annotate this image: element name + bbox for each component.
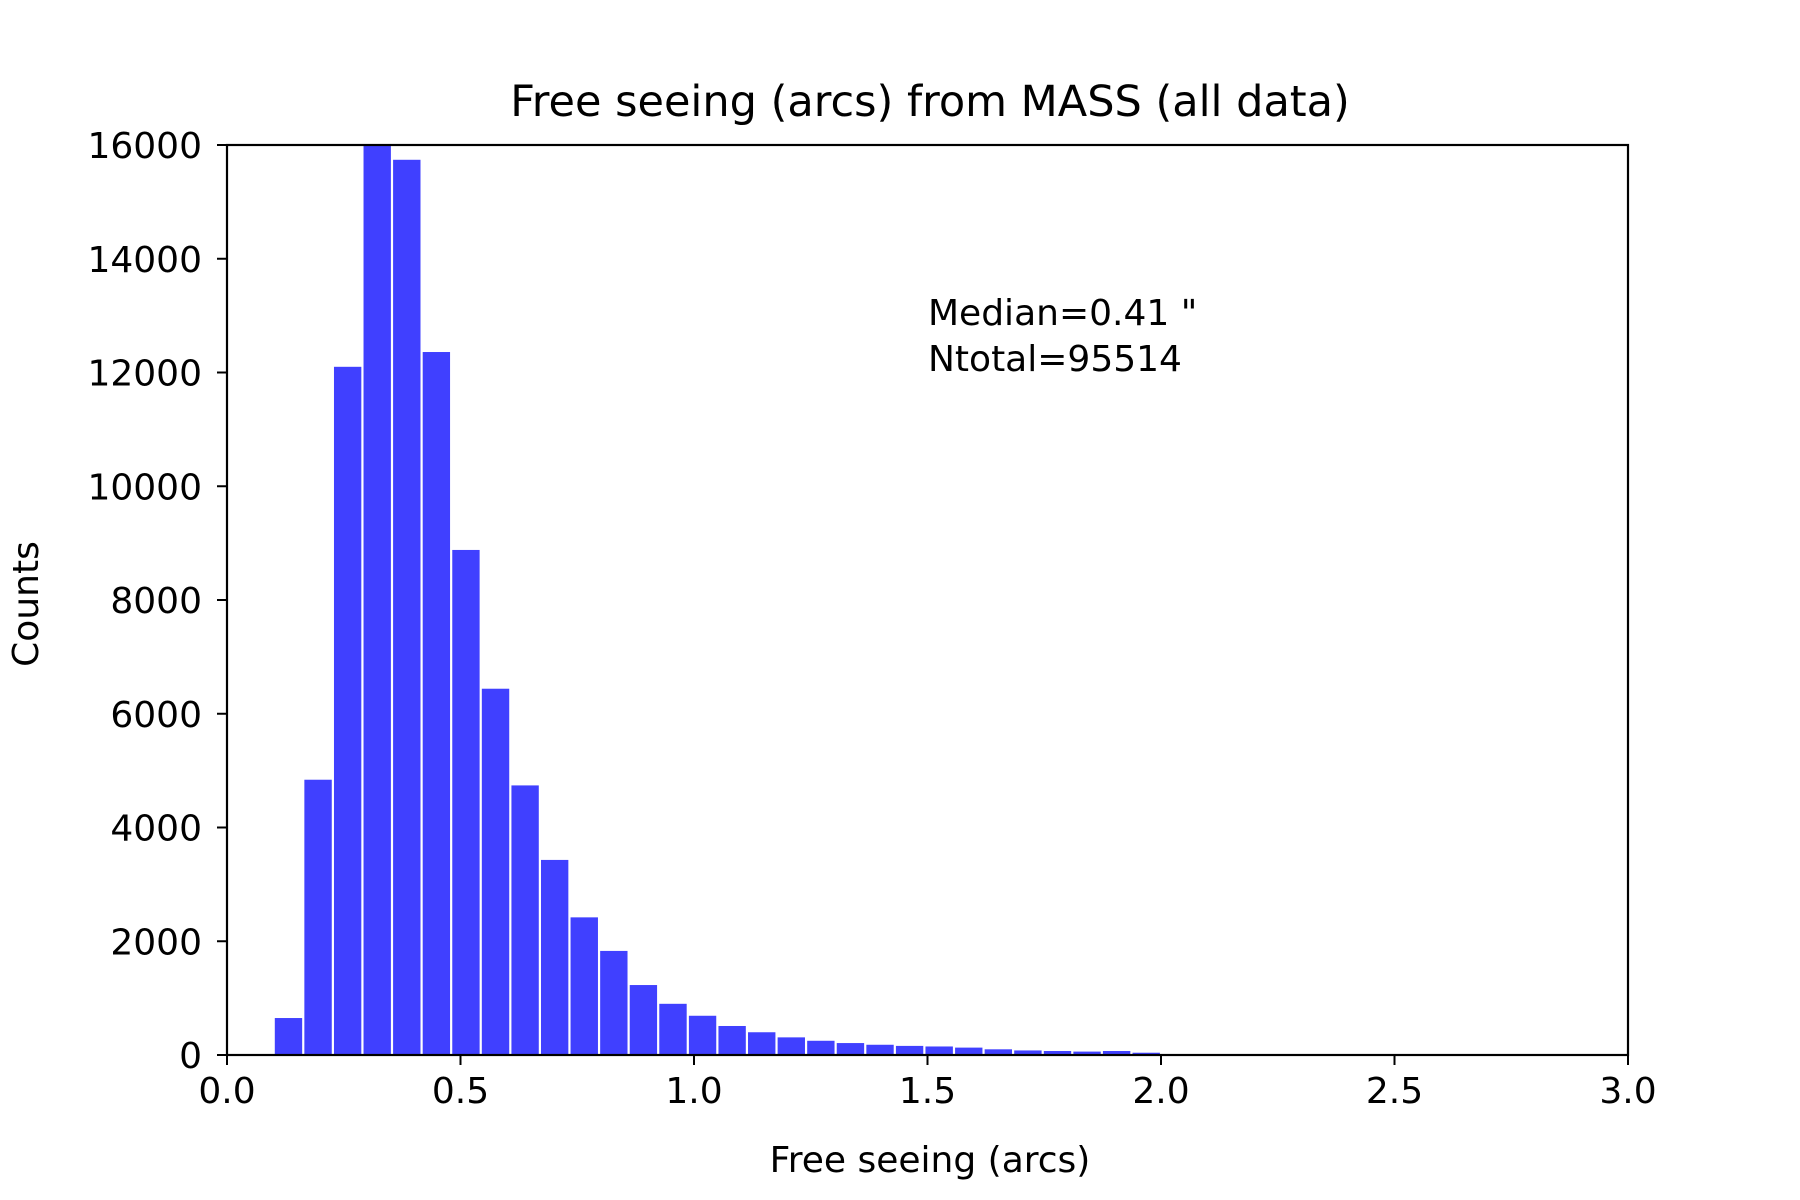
x-tick-label: 3.0 [1599, 1071, 1656, 1112]
histogram-bar [274, 1018, 303, 1055]
x-tick-label: 0.5 [432, 1071, 489, 1112]
y-axis-label: Counts [6, 541, 47, 667]
histogram-bar [925, 1046, 953, 1055]
histogram-bar [1073, 1051, 1101, 1055]
y-tick-label: 14000 [87, 240, 202, 281]
x-tick-label: 2.5 [1366, 1071, 1423, 1112]
histogram-bar [363, 145, 391, 1055]
x-tick-label: 2.0 [1132, 1071, 1189, 1112]
histogram-bar [1102, 1051, 1131, 1055]
y-tick-label: 16000 [87, 126, 202, 167]
histogram-bar [777, 1037, 805, 1055]
chart-title: Free seeing (arcs) from MASS (all data) [510, 77, 1350, 127]
histogram-bar [629, 985, 658, 1055]
x-axis-label: Free seeing (arcs) [770, 1140, 1091, 1181]
median-annotation: Median=0.41 " [928, 293, 1197, 334]
bars-layer [274, 145, 1160, 1056]
histogram-bar [688, 1015, 717, 1055]
histogram-bar [1132, 1052, 1160, 1055]
ntotal-annotation: Ntotal=95514 [928, 339, 1182, 380]
histogram-bar [1043, 1051, 1072, 1055]
y-tick-label: 4000 [110, 809, 202, 850]
histogram-bar [570, 917, 598, 1055]
histogram-bar [895, 1045, 924, 1055]
histogram-bar [393, 159, 421, 1056]
x-tick-label: 1.5 [899, 1071, 956, 1112]
y-tick-label: 12000 [87, 354, 202, 395]
histogram-bar [422, 352, 451, 1055]
histogram-bar [748, 1032, 776, 1055]
histogram-bar [807, 1040, 835, 1055]
ticks-layer: 0.0 0.5 1.0 1.5 2.0 2.5 3.0 0 2000 4000 6000 8000 10… [87, 126, 1656, 1112]
histogram-bar [955, 1047, 983, 1055]
histogram-bar [866, 1044, 894, 1055]
histogram-bar [718, 1025, 746, 1055]
histogram-bar [659, 1003, 687, 1055]
histogram-bar [1014, 1050, 1042, 1055]
histogram-bar [600, 950, 628, 1055]
histogram-bar [481, 688, 510, 1055]
histogram-bar [304, 779, 332, 1055]
y-tick-label: 8000 [110, 581, 202, 622]
histogram-bar [984, 1049, 1012, 1055]
histogram-bar [452, 549, 480, 1055]
y-tick-label: 10000 [87, 467, 202, 508]
y-tick-label: 0 [179, 1036, 202, 1077]
histogram-bar [540, 859, 569, 1055]
y-tick-label: 2000 [110, 922, 202, 963]
histogram-bar [511, 785, 539, 1055]
x-tick-label: 0.0 [198, 1071, 255, 1112]
histogram-bar [333, 366, 362, 1055]
histogram-bar [836, 1043, 865, 1055]
y-tick-label: 6000 [110, 695, 202, 736]
x-tick-label: 1.0 [665, 1071, 722, 1112]
